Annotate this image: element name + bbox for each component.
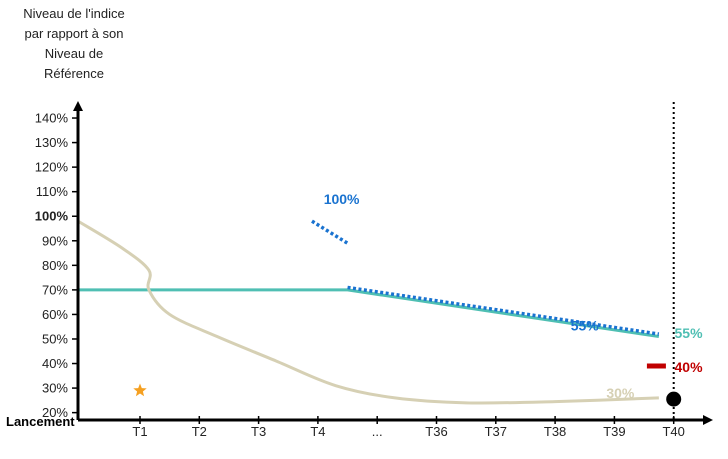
annotation-label: 100%: [324, 191, 360, 207]
annotation-label: 55%: [571, 317, 600, 333]
y-axis-title-line-4: Référence: [44, 66, 104, 81]
annotation-label: 55%: [675, 325, 704, 341]
star-icon: [133, 383, 147, 397]
y-tick-label: 140%: [35, 111, 69, 126]
y-tick-label: 60%: [42, 307, 68, 322]
series-line-2: [347, 285, 660, 336]
annotation-label: 40%: [675, 359, 704, 375]
y-tick-label: 50%: [42, 331, 68, 346]
x-tick-label: T3: [251, 424, 266, 439]
final-point: [666, 391, 682, 407]
y-axis-title: Niveau de l'indice par rapport à son Niv…: [0, 4, 148, 84]
y-tick-label: 130%: [35, 135, 69, 150]
y-tick-label: 70%: [42, 282, 68, 297]
x-tick-label: T1: [132, 424, 147, 439]
x-tick-label: T37: [485, 424, 507, 439]
x-tick-label: T4: [310, 424, 325, 439]
annotation-label: 30%: [606, 385, 635, 401]
y-tick-label: 30%: [42, 381, 68, 396]
x-tick-label: T38: [544, 424, 566, 439]
series-line-1: [78, 288, 660, 339]
series-line-4: [77, 219, 659, 405]
y-tick-label: 100%: [35, 209, 69, 224]
x-tick-label: T40: [662, 424, 684, 439]
x-tick-label: ...: [372, 424, 383, 439]
x-tick-label: T39: [603, 424, 625, 439]
y-tick-label: 40%: [42, 356, 68, 371]
x-tick-label: T36: [425, 424, 447, 439]
y-tick-label: 20%: [42, 405, 68, 420]
x-tick-label: T2: [192, 424, 207, 439]
y-axis-title-line-1: Niveau de l'indice: [23, 6, 125, 21]
y-tick-label: 110%: [36, 184, 69, 199]
y-axis-title-line-2: par rapport à son: [24, 26, 124, 41]
series-line-3: [311, 219, 349, 245]
y-tick-label: 90%: [42, 233, 68, 248]
y-axis-title-line-3: Niveau de: [44, 46, 104, 61]
y-tick-label: 80%: [42, 258, 68, 273]
y-tick-label: 120%: [35, 160, 69, 175]
x-origin-label: Lancement: [6, 414, 75, 429]
